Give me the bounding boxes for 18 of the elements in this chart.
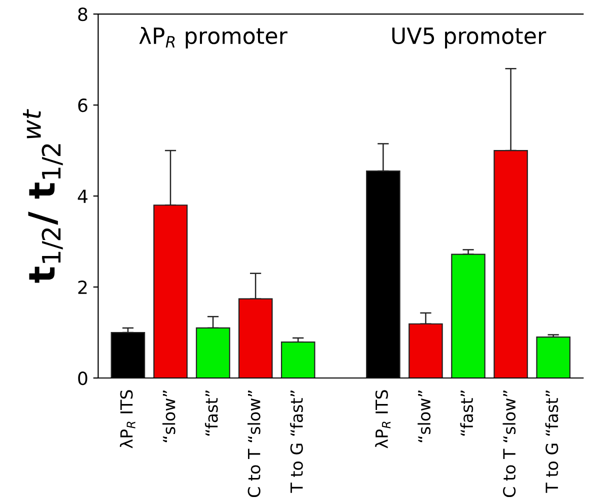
x-tick-label: “slow”	[162, 390, 176, 442]
x-tick-label: λP$_{R}$ ITS	[120, 390, 136, 448]
x-tick-label: “fast”	[460, 390, 474, 436]
y-axis-title: t$_{1/2}$/ t$_{1/2}$$^{wt}$	[22, 109, 63, 283]
annotation: UV5 promoter	[392, 28, 546, 48]
y-tick-label: 8	[78, 8, 88, 22]
annotation: λP$_{R}$ promoter	[139, 26, 288, 48]
x-tick-label: T to G “fast”	[545, 390, 558, 493]
x-tick-label: λP$_{R}$ ITS	[375, 390, 391, 448]
y-tick-label: 0	[78, 371, 88, 386]
x-tick-label: C to T “slow”	[248, 390, 260, 498]
y-tick-label: 4	[78, 190, 88, 203]
x-tick-label: C to T “slow”	[502, 390, 516, 498]
y-tick-label: 6	[78, 98, 88, 112]
y-tick-label: 2	[78, 280, 87, 294]
x-tick-label: “slow”	[418, 390, 431, 442]
x-tick-label: T to G “fast”	[290, 390, 303, 493]
x-tick-label: “fast”	[204, 390, 218, 436]
